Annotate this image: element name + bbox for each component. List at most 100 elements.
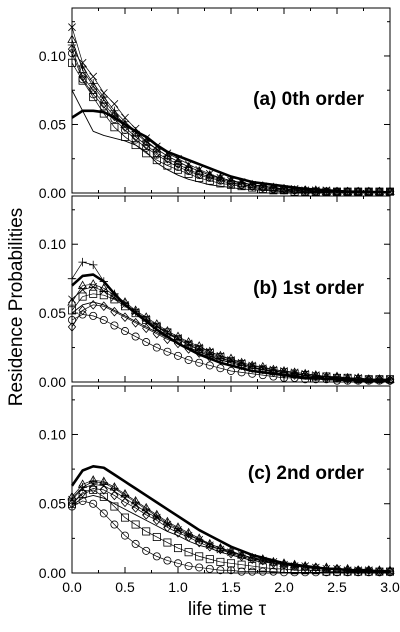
data-point-square xyxy=(99,492,108,501)
data-point-circle xyxy=(301,375,310,384)
data-point-diamond xyxy=(354,565,363,576)
data-point-circle xyxy=(248,567,257,576)
data-point-square xyxy=(184,169,193,178)
series-line-triangle xyxy=(71,479,390,571)
data-point-circle xyxy=(269,372,278,381)
data-point-square xyxy=(258,563,267,572)
data-point-square xyxy=(269,186,278,195)
data-point-square xyxy=(184,548,193,557)
data-point-circle xyxy=(258,371,267,380)
data-point-plus xyxy=(89,260,98,270)
data-point-x xyxy=(78,285,87,294)
data-point-square xyxy=(311,566,320,575)
data-point-circle xyxy=(131,332,140,341)
data-point-square xyxy=(354,187,363,196)
series-line-circle xyxy=(71,314,390,381)
y-tick-label: 0.00 xyxy=(39,565,66,581)
panel-title: (b) 1st order xyxy=(253,278,364,299)
data-point-diamond xyxy=(110,111,119,122)
data-point-square xyxy=(131,520,140,529)
data-point-circle xyxy=(142,143,151,152)
x-tick-label: 2.0 xyxy=(274,579,294,595)
data-point-circle xyxy=(173,351,182,360)
data-point-diamond xyxy=(290,370,299,380)
data-point-square xyxy=(279,368,288,377)
data-point-plus xyxy=(78,62,87,72)
data-point-circle xyxy=(248,369,257,378)
data-point-square xyxy=(311,187,320,196)
series-line-x xyxy=(71,484,390,572)
data-point-square xyxy=(195,173,204,182)
data-point-diamond xyxy=(237,179,246,190)
data-point-diamond xyxy=(110,490,119,501)
data-point-square xyxy=(290,187,299,196)
y-axis-title: Residence Probabilities xyxy=(6,208,27,407)
data-point-x xyxy=(89,72,98,81)
panel-title: (a) 0th order xyxy=(253,89,364,110)
data-point-square xyxy=(121,302,130,311)
data-point-square xyxy=(78,76,87,85)
data-point-diamond xyxy=(163,334,172,345)
data-point-diamond xyxy=(142,510,151,520)
data-point-diamond xyxy=(152,328,161,339)
data-point-diamond xyxy=(184,344,193,354)
data-point-circle xyxy=(364,376,373,385)
data-point-triangle xyxy=(77,280,88,289)
data-point-diamond xyxy=(173,159,183,170)
data-point-diamond xyxy=(142,140,151,150)
series-line-triangle xyxy=(71,39,390,192)
data-point-circle xyxy=(163,157,172,166)
data-point-square xyxy=(184,340,193,349)
data-point-x xyxy=(99,287,108,295)
data-point-circle xyxy=(142,546,151,555)
data-point-diamond xyxy=(205,352,214,363)
y-tick-label: 0.05 xyxy=(39,496,66,512)
data-point-square xyxy=(290,369,299,378)
data-point-diamond xyxy=(99,485,108,495)
data-point-diamond xyxy=(258,182,267,193)
data-point-circle xyxy=(110,115,119,124)
data-point-circle xyxy=(195,563,204,572)
data-point-square xyxy=(237,182,246,191)
data-point-diamond xyxy=(120,122,130,133)
data-point-diamond xyxy=(78,487,87,498)
data-point-square xyxy=(152,156,161,165)
data-point-diamond xyxy=(142,323,151,334)
data-point-circle xyxy=(184,562,193,571)
data-point-circle xyxy=(226,566,235,575)
data-point-circle xyxy=(173,559,182,568)
x-tick-label: 1.0 xyxy=(168,579,188,595)
y-tick-label: 0.05 xyxy=(39,305,66,321)
data-point-circle xyxy=(301,568,310,577)
data-point-circle xyxy=(110,321,119,330)
data-point-diamond xyxy=(120,312,130,323)
x-tick-label: 1.5 xyxy=(221,579,241,595)
data-point-diamond xyxy=(269,558,278,569)
data-point-diamond xyxy=(195,537,204,548)
data-point-square xyxy=(110,295,119,304)
data-point-circle xyxy=(78,496,87,505)
data-point-square xyxy=(205,349,214,358)
data-point-square xyxy=(343,187,352,196)
data-point-diamond xyxy=(301,562,310,573)
data-point-circle xyxy=(142,338,151,347)
x-tick-label: 0.5 xyxy=(115,579,135,595)
data-point-diamond xyxy=(290,185,299,196)
data-point-circle xyxy=(322,375,331,384)
data-point-square xyxy=(258,184,267,193)
panel-title: (c) 2nd order xyxy=(248,463,365,484)
data-point-circle xyxy=(226,366,235,375)
data-point-plus xyxy=(131,127,140,136)
data-point-plus xyxy=(120,117,130,126)
data-point-circle xyxy=(152,552,161,561)
data-point-circle xyxy=(89,311,98,320)
series-line-square xyxy=(71,62,390,192)
data-point-circle xyxy=(216,364,225,373)
data-point-square xyxy=(89,485,98,494)
data-point-square xyxy=(216,557,225,566)
data-point-circle xyxy=(290,568,299,577)
panel-a-0th-order: 0.00 0.05 0.10 (a) 0th order xyxy=(39,7,395,201)
data-point-circle xyxy=(131,135,140,144)
data-point-circle xyxy=(205,564,214,573)
